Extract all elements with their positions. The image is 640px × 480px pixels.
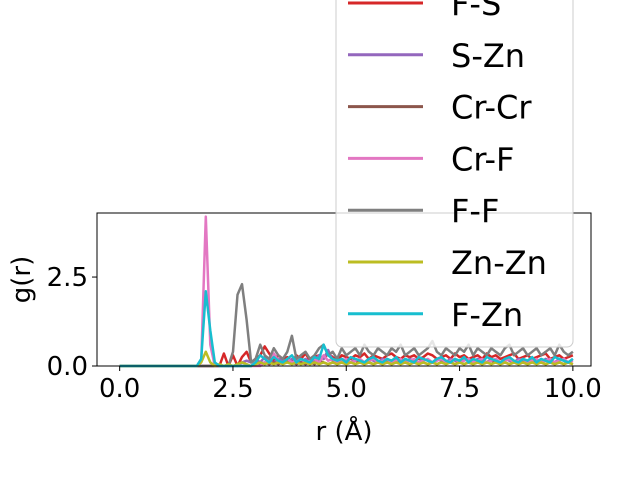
legend-label-zn-zn: Zn-Zn <box>451 244 547 282</box>
legend: F-S S-Zn Cr-Cr Cr-F F-F Zn-Zn F-Zn <box>335 0 574 348</box>
y-axis-ticks: 0.0 2.5 <box>47 263 97 382</box>
legend-label-f-s: F-S <box>451 0 501 23</box>
x-tick-label: 10.0 <box>544 374 602 404</box>
legend-label-cr-cr: Cr-Cr <box>451 89 532 127</box>
x-tick-label: 5.0 <box>326 374 367 404</box>
x-tick-label: 0.0 <box>99 374 140 404</box>
legend-label-f-f: F-F <box>451 192 499 230</box>
legend-label-cr-f: Cr-F <box>451 140 514 178</box>
legend-label-s-zn: S-Zn <box>451 37 525 75</box>
y-axis-label: g(r) <box>7 256 37 303</box>
x-axis-label: r (Å) <box>315 415 372 447</box>
x-tick-label: 2.5 <box>212 374 253 404</box>
x-axis-ticks: 0.0 2.5 5.0 7.5 10.0 <box>99 366 602 404</box>
legend-box <box>335 0 574 348</box>
y-tick-label: 0.0 <box>47 352 88 382</box>
x-tick-label: 7.5 <box>439 374 480 404</box>
y-tick-label: 2.5 <box>47 263 88 293</box>
legend-label-f-zn: F-Zn <box>451 296 523 334</box>
